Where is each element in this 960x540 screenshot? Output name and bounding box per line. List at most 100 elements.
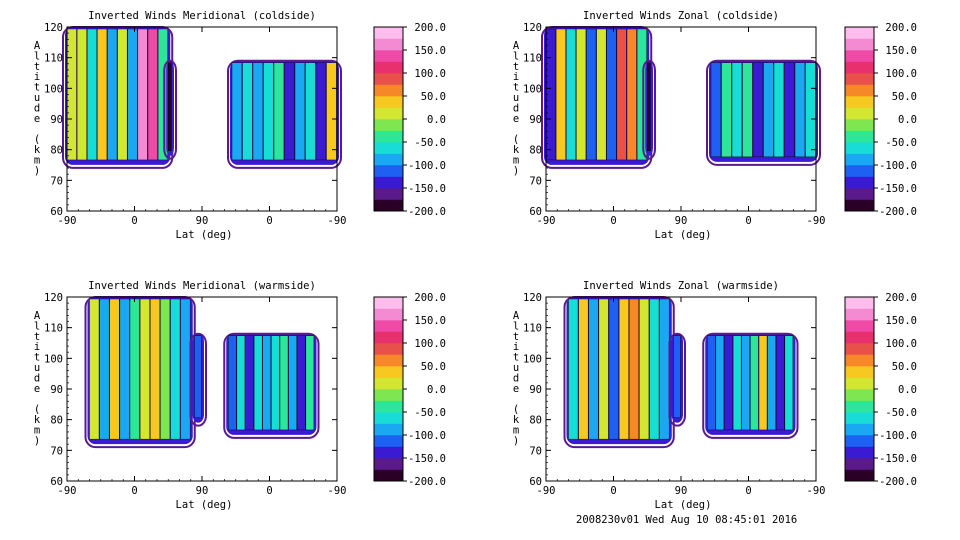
contour-region-2 — [163, 59, 177, 160]
contour-strip — [279, 335, 289, 431]
contour-strip — [598, 298, 609, 440]
contour-strip — [773, 62, 785, 158]
colorbar-label: -50.0 — [885, 137, 917, 149]
contour-strip — [647, 62, 651, 151]
contour-strip — [87, 28, 97, 161]
colorbar-swatch — [374, 73, 403, 85]
colorbar-label: 200.0 — [885, 292, 917, 304]
x-tick-label: 0 — [610, 215, 616, 227]
colorbar-swatch — [845, 176, 874, 189]
contour-region-2 — [642, 59, 656, 160]
contour-strip — [673, 335, 681, 418]
colorbar-label: -200.0 — [879, 206, 917, 218]
x-tick-label: -90 — [328, 215, 347, 227]
contour-strip — [629, 298, 639, 440]
contour-strip — [253, 335, 263, 431]
colorbar-swatch — [845, 400, 874, 413]
y-tick-label: 60 — [529, 206, 542, 218]
contour-outline — [702, 332, 799, 439]
contour-outline — [227, 59, 342, 169]
colorbar-swatch — [845, 366, 874, 378]
colorbar-swatch — [374, 331, 403, 344]
y-tick-label: 110 — [523, 323, 542, 335]
contour-strip — [236, 335, 246, 431]
colorbar-label: 0.0 — [898, 114, 917, 126]
colorbar-label: 50.0 — [421, 361, 446, 373]
colorbar-label: 100.0 — [414, 338, 446, 350]
contour-strip — [242, 62, 253, 161]
colorbar-swatch — [845, 320, 874, 332]
contour-strip — [294, 62, 306, 161]
contour-strip — [742, 62, 753, 158]
x-tick-label: 0 — [745, 215, 751, 227]
x-tick-label: 90 — [675, 485, 688, 497]
contour-region-3 — [706, 59, 821, 166]
contour-outline — [668, 332, 686, 427]
x-tick-label: 0 — [266, 215, 272, 227]
contour-outline — [642, 59, 656, 160]
chart-panel-4: Inverted Winds Zonal (warmside) 60 70 80 90 1… — [513, 280, 917, 511]
colorbar-swatch — [374, 142, 403, 154]
colorbar-swatch — [845, 119, 874, 131]
y-tick-label: 70 — [529, 175, 542, 187]
contour-strip — [758, 335, 768, 431]
contour-strip — [626, 28, 637, 161]
contour-strip — [659, 298, 670, 440]
colorbar-label: 50.0 — [892, 361, 917, 373]
colorbar-swatch — [374, 400, 403, 413]
contour-strip — [750, 335, 759, 431]
colorbar-swatch — [374, 366, 403, 378]
contour-strip — [721, 62, 732, 158]
contour-strip — [767, 335, 776, 431]
colorbar-label: -200.0 — [408, 476, 446, 488]
contour-strip — [117, 28, 128, 161]
contour-strip — [732, 335, 742, 431]
y-tick-label: 110 — [44, 53, 63, 65]
x-axis-label: Lat (deg) — [655, 229, 712, 241]
colorbar-swatch — [374, 50, 403, 62]
colorbar-swatch — [374, 435, 403, 447]
contour-strip — [194, 335, 202, 418]
contour-region-1 — [563, 296, 675, 449]
contour-strip — [588, 298, 599, 440]
x-axis-label: Lat (deg) — [176, 499, 233, 511]
y-tick-label: 70 — [50, 175, 63, 187]
contour-region-1 — [541, 26, 653, 169]
contour-region-3 — [223, 332, 320, 439]
contour-outline — [223, 332, 320, 439]
contour-strip — [150, 298, 160, 440]
y-tick-label: 60 — [50, 476, 63, 488]
contour-strip — [555, 28, 566, 161]
colorbar-swatch — [374, 354, 403, 367]
contour-region-1 — [62, 26, 174, 169]
colorbar-swatch — [845, 377, 874, 390]
colorbar-swatch — [845, 446, 874, 459]
colorbar-swatch — [374, 38, 403, 51]
colorbar-swatch — [845, 61, 874, 74]
contour-strip — [752, 62, 764, 158]
colorbar-swatch — [845, 50, 874, 62]
colorbar-label: 150.0 — [414, 315, 446, 327]
contour-strip — [160, 298, 171, 440]
contour-region-3 — [702, 332, 799, 439]
colorbar-swatch — [845, 96, 874, 108]
chart-title: Inverted Winds Zonal (coldside) — [583, 10, 779, 22]
x-tick-label: -90 — [58, 215, 77, 227]
colorbar-swatch — [374, 84, 403, 97]
y-tick-label: 120 — [523, 292, 542, 304]
contour-strip — [805, 62, 816, 158]
colorbar-label: -150.0 — [408, 183, 446, 195]
colorbar-label: 150.0 — [885, 315, 917, 327]
colorbar-label: 200.0 — [414, 292, 446, 304]
y-tick-label: 80 — [50, 415, 63, 427]
contour-region-3 — [227, 59, 342, 169]
footer-timestamp: 2008230v01 Wed Aug 10 08:45:01 2016 — [576, 514, 798, 526]
contour-strip — [707, 335, 716, 431]
contour-strip — [284, 62, 295, 161]
y-tick-label: 90 — [529, 384, 542, 396]
x-axis-label: Lat (deg) — [655, 499, 712, 511]
colorbar-swatch — [374, 308, 403, 321]
colorbar-swatch — [374, 176, 403, 189]
